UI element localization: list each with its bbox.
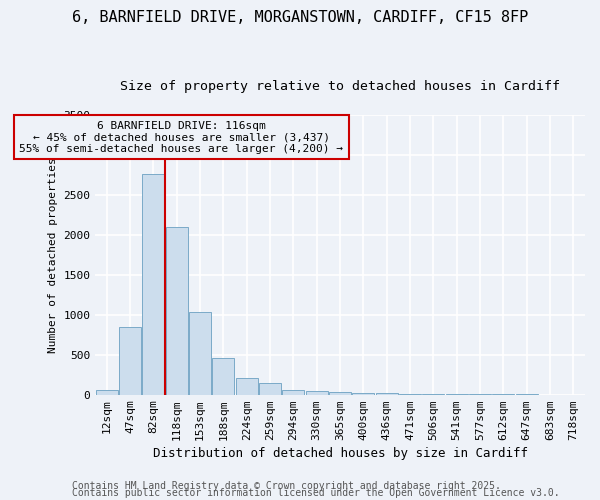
Title: Size of property relative to detached houses in Cardiff: Size of property relative to detached ho…	[120, 80, 560, 93]
Bar	[305, 390, 328, 394]
Y-axis label: Number of detached properties: Number of detached properties	[47, 157, 58, 352]
Bar	[189, 312, 211, 394]
Text: Contains public sector information licensed under the Open Government Licence v3: Contains public sector information licen…	[72, 488, 560, 498]
Text: 6, BARNFIELD DRIVE, MORGANSTOWN, CARDIFF, CF15 8FP: 6, BARNFIELD DRIVE, MORGANSTOWN, CARDIFF…	[72, 10, 528, 25]
Text: Contains HM Land Registry data © Crown copyright and database right 2025.: Contains HM Land Registry data © Crown c…	[72, 481, 501, 491]
Bar	[95, 390, 118, 394]
Bar	[212, 358, 235, 395]
Bar	[329, 392, 351, 394]
Bar	[352, 392, 374, 394]
Bar	[119, 327, 141, 394]
Bar	[142, 174, 164, 394]
Bar	[236, 378, 258, 394]
X-axis label: Distribution of detached houses by size in Cardiff: Distribution of detached houses by size …	[152, 447, 527, 460]
Text: 6 BARNFIELD DRIVE: 116sqm
← 45% of detached houses are smaller (3,437)
55% of se: 6 BARNFIELD DRIVE: 116sqm ← 45% of detac…	[19, 120, 343, 154]
Bar	[166, 227, 188, 394]
Bar	[259, 383, 281, 394]
Bar	[282, 390, 304, 394]
